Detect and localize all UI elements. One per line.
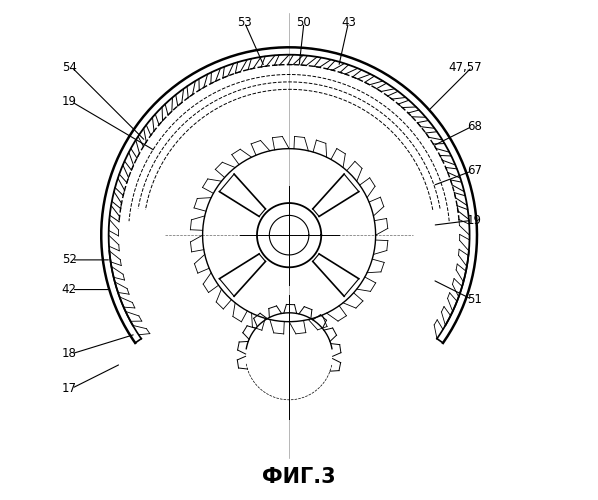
Text: 53: 53 (237, 16, 252, 29)
Text: 17: 17 (62, 382, 77, 395)
Text: 19: 19 (467, 214, 482, 227)
Text: 67: 67 (467, 164, 482, 177)
Text: 43: 43 (341, 16, 356, 29)
Text: 18: 18 (62, 348, 77, 360)
Text: 54: 54 (62, 60, 77, 74)
Text: 52: 52 (62, 254, 77, 266)
Text: 42: 42 (62, 283, 77, 296)
Text: 47,57: 47,57 (448, 60, 482, 74)
Text: 50: 50 (297, 16, 312, 29)
Text: 51: 51 (467, 293, 482, 306)
Text: 19: 19 (62, 95, 77, 108)
Text: 68: 68 (467, 120, 482, 133)
Text: ФИГ.3: ФИГ.3 (262, 468, 336, 487)
